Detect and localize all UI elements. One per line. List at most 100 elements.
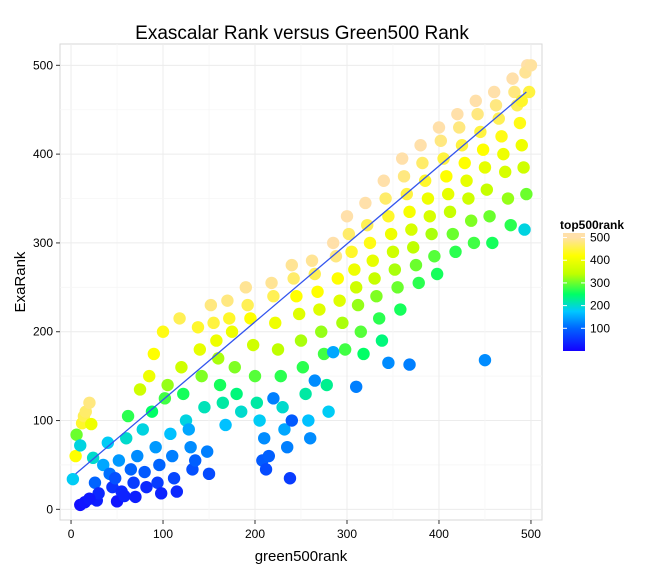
data-point: [397, 170, 411, 183]
data-point: [351, 298, 365, 312]
data-point: [189, 454, 202, 467]
data-point: [147, 347, 161, 361]
data-point: [151, 476, 164, 489]
data-points: [66, 59, 538, 512]
data-point: [497, 147, 510, 161]
data-point: [437, 152, 450, 165]
data-point: [486, 236, 499, 250]
legend-tick-label: 400: [590, 253, 610, 267]
data-point: [149, 440, 162, 454]
data-point: [416, 156, 429, 170]
data-point: [492, 112, 505, 125]
data-point: [153, 458, 166, 472]
data-point: [386, 245, 400, 259]
data-point: [506, 72, 519, 85]
data-point: [120, 432, 133, 445]
data-point: [513, 116, 527, 130]
data-point: [198, 401, 211, 414]
data-point: [175, 361, 188, 374]
y-axis-ticks: 0 100 200 300 400 500: [33, 58, 60, 516]
data-point: [276, 401, 289, 414]
data-point: [520, 187, 533, 201]
data-point: [515, 139, 528, 152]
data-point: [262, 449, 276, 463]
data-point: [154, 487, 168, 500]
data-point: [489, 99, 503, 112]
data-point: [207, 316, 220, 330]
data-point: [69, 449, 82, 463]
data-point: [112, 454, 126, 467]
data-point: [375, 334, 389, 347]
data-point: [296, 361, 310, 374]
y-tick-label: 500: [33, 58, 53, 72]
data-point: [428, 250, 441, 263]
data-point: [388, 263, 402, 276]
data-point: [518, 223, 531, 236]
data-point: [322, 405, 335, 418]
data-point: [161, 378, 174, 392]
x-tick-label: 500: [521, 527, 541, 541]
data-point: [166, 449, 179, 463]
data-point: [193, 343, 207, 356]
data-point: [131, 449, 144, 463]
data-point: [354, 325, 367, 338]
data-point: [269, 316, 282, 330]
data-point: [394, 303, 407, 316]
data-point: [285, 258, 299, 272]
data-point: [377, 174, 390, 187]
data-point: [412, 276, 425, 290]
data-point: [230, 387, 243, 401]
x-tick-label: 300: [337, 527, 357, 541]
data-point: [118, 489, 131, 503]
data-point: [425, 227, 438, 241]
data-point: [478, 353, 492, 367]
data-point: [382, 356, 395, 370]
data-point: [213, 378, 227, 392]
color-legend: top500rank 100 200 300 400 500: [560, 218, 624, 351]
data-point: [495, 130, 508, 143]
data-point: [219, 418, 232, 432]
data-point: [202, 467, 216, 481]
data-point: [170, 485, 184, 498]
data-point: [391, 281, 404, 294]
legend-tick-label: 300: [590, 276, 610, 290]
data-point: [278, 423, 291, 436]
data-point: [216, 396, 230, 409]
data-point: [441, 187, 455, 201]
data-point: [204, 298, 218, 312]
data-point: [101, 436, 115, 449]
data-point: [308, 374, 321, 387]
y-tick-label: 300: [33, 236, 53, 250]
grid-lines: [60, 44, 542, 520]
data-point: [129, 490, 142, 504]
legend-tick-label: 100: [590, 321, 610, 335]
data-point: [124, 463, 138, 476]
data-point: [83, 396, 96, 409]
data-point: [299, 387, 312, 401]
data-point: [348, 263, 361, 276]
data-point: [212, 352, 225, 365]
x-tick-label: 200: [245, 527, 265, 541]
data-point: [271, 343, 285, 356]
data-point: [200, 445, 214, 458]
data-point: [449, 245, 462, 259]
data-point: [173, 312, 186, 325]
data-point: [274, 369, 287, 383]
data-point: [329, 250, 343, 263]
data-point: [136, 423, 149, 436]
data-point: [382, 210, 395, 223]
data-point: [430, 267, 444, 281]
data-point: [225, 325, 239, 338]
data-point: [285, 414, 299, 427]
data-point: [221, 294, 234, 307]
data-point: [258, 432, 271, 445]
data-point: [267, 290, 280, 303]
legend-colorbar: [563, 233, 585, 351]
x-tick-label: 0: [68, 527, 75, 541]
data-point: [88, 476, 102, 489]
data-point: [305, 254, 319, 267]
data-point: [453, 121, 466, 134]
data-point: [368, 272, 381, 285]
data-point: [379, 192, 392, 205]
